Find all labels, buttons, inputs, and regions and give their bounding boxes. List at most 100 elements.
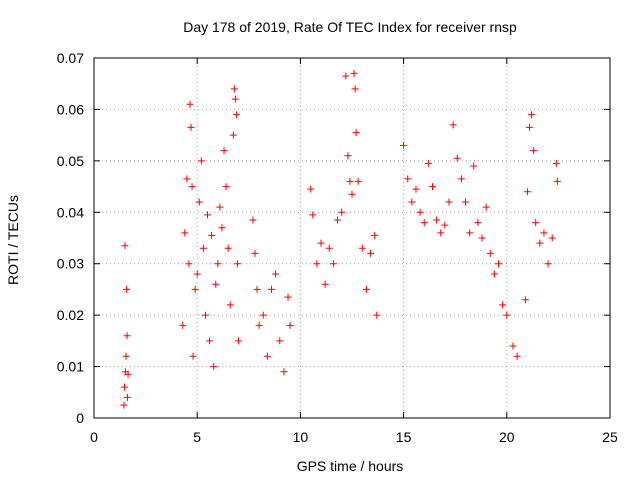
data-point bbox=[358, 244, 366, 252]
data-point bbox=[462, 198, 470, 206]
data-point bbox=[325, 244, 333, 252]
data-point bbox=[280, 368, 288, 376]
chart-title: Day 178 of 2019, Rate Of TEC Index for r… bbox=[183, 19, 517, 35]
data-point bbox=[346, 177, 354, 185]
data-point bbox=[329, 260, 337, 268]
data-point bbox=[226, 301, 234, 309]
y-tick-label: 0.04 bbox=[57, 204, 84, 220]
data-point bbox=[499, 301, 507, 309]
y-tick-label: 0 bbox=[76, 410, 84, 426]
y-tick-label: 0.05 bbox=[57, 153, 84, 169]
data-point bbox=[540, 229, 548, 237]
data-point bbox=[212, 280, 220, 288]
data-point bbox=[199, 244, 207, 252]
data-point bbox=[183, 175, 191, 183]
data-point bbox=[220, 147, 228, 155]
data-point bbox=[268, 285, 276, 293]
data-point bbox=[437, 229, 445, 237]
data-point bbox=[521, 296, 529, 304]
data-point bbox=[354, 177, 362, 185]
data-point bbox=[206, 337, 214, 345]
data-point bbox=[251, 249, 259, 257]
data-point bbox=[179, 321, 187, 329]
data-point bbox=[204, 211, 212, 219]
data-point bbox=[441, 221, 449, 229]
data-point bbox=[523, 188, 531, 196]
data-point bbox=[400, 141, 408, 149]
data-point bbox=[317, 239, 325, 247]
data-point bbox=[457, 175, 465, 183]
data-point bbox=[195, 198, 203, 206]
x-tick-label: 25 bbox=[602, 429, 618, 445]
data-point bbox=[445, 198, 453, 206]
grid-lines bbox=[94, 58, 610, 418]
data-point bbox=[495, 260, 503, 268]
data-point bbox=[424, 159, 432, 167]
data-point bbox=[428, 183, 436, 191]
data-point bbox=[474, 219, 482, 227]
data-point bbox=[276, 337, 284, 345]
data-point bbox=[350, 69, 358, 77]
data-point bbox=[234, 337, 242, 345]
x-tick-label: 10 bbox=[293, 429, 309, 445]
data-point bbox=[486, 249, 494, 257]
data-point bbox=[186, 100, 194, 108]
data-point bbox=[255, 321, 263, 329]
axis-ticks: 0 5 10 15 20 25 0 0.01 0.02 0.03 0.04 0.05 0.06 0.07 bbox=[57, 50, 618, 445]
data-point bbox=[449, 121, 457, 129]
data-point bbox=[188, 183, 196, 191]
data-point bbox=[249, 216, 257, 224]
data-point bbox=[216, 203, 224, 211]
data-point bbox=[548, 234, 556, 242]
data-point bbox=[222, 183, 230, 191]
data-point bbox=[478, 234, 486, 242]
data-point bbox=[338, 208, 346, 216]
data-point bbox=[120, 401, 128, 409]
data-point bbox=[373, 311, 381, 319]
data-point bbox=[193, 270, 201, 278]
data-point bbox=[404, 175, 412, 183]
data-point bbox=[420, 219, 428, 227]
y-tick-label: 0.06 bbox=[57, 101, 84, 117]
data-point bbox=[466, 229, 474, 237]
data-point bbox=[351, 85, 359, 93]
data-point bbox=[181, 229, 189, 237]
data-point bbox=[197, 157, 205, 165]
data-points bbox=[120, 69, 561, 409]
data-point bbox=[121, 242, 129, 250]
x-tick-label: 20 bbox=[499, 429, 515, 445]
data-point bbox=[482, 203, 490, 211]
y-tick-label: 0.07 bbox=[57, 50, 84, 66]
data-point bbox=[352, 129, 360, 137]
x-tick-label: 0 bbox=[90, 429, 98, 445]
data-point bbox=[433, 216, 441, 224]
y-tick-label: 0.02 bbox=[57, 307, 84, 323]
data-point bbox=[416, 208, 424, 216]
data-point bbox=[532, 219, 540, 227]
plot-frame bbox=[93, 57, 611, 419]
data-point bbox=[259, 311, 267, 319]
data-point bbox=[509, 342, 517, 350]
data-point bbox=[233, 260, 241, 268]
data-point bbox=[344, 152, 352, 160]
data-point bbox=[123, 332, 131, 340]
data-point bbox=[122, 352, 130, 360]
data-point bbox=[284, 293, 292, 301]
data-point bbox=[513, 352, 521, 360]
x-tick-label: 5 bbox=[193, 429, 201, 445]
y-tick-label: 0.01 bbox=[57, 359, 84, 375]
data-point bbox=[121, 383, 129, 391]
data-point bbox=[263, 352, 271, 360]
data-point bbox=[553, 177, 561, 185]
data-point bbox=[123, 285, 131, 293]
data-point bbox=[229, 131, 237, 139]
data-point bbox=[307, 185, 315, 193]
data-point bbox=[272, 270, 280, 278]
data-point bbox=[313, 260, 321, 268]
data-point bbox=[230, 85, 238, 93]
data-point bbox=[348, 190, 356, 198]
y-axis-label: ROTI / TECUs bbox=[5, 195, 21, 285]
data-point bbox=[526, 123, 534, 131]
data-point bbox=[232, 111, 240, 119]
